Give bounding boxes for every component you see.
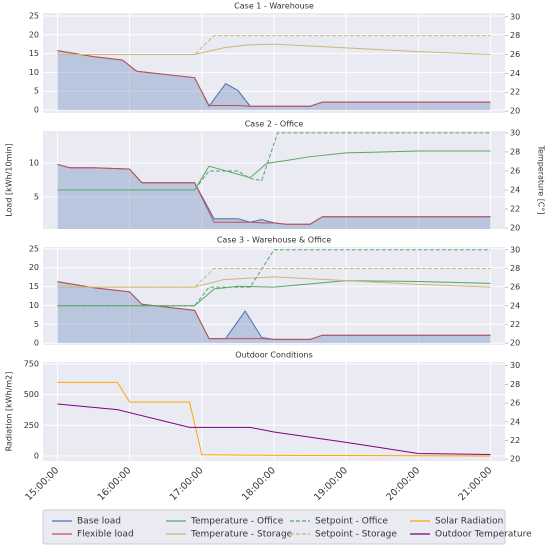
y-tick-label: 250 — [24, 421, 39, 430]
series-line — [57, 43, 491, 56]
y2-tick-label: 26 — [510, 399, 520, 408]
x-tick-label: 17:00:00 — [168, 465, 206, 503]
series-line — [57, 403, 491, 455]
panel-title: Case 3 - Warehouse & Office — [217, 236, 331, 245]
y2-tick-label: 30 — [510, 361, 520, 370]
legend-label: Solar Radiation — [435, 517, 503, 527]
series-line — [57, 50, 491, 107]
panel-title: Case 2 - Office — [245, 120, 304, 129]
y-tick-label: 20 — [29, 263, 39, 272]
legend-label: Setpoint - Office — [315, 517, 388, 527]
legend-box — [42, 509, 506, 545]
y2-tick-label: 24 — [510, 301, 520, 310]
y-axis-label: Radiation [kWh/m2] — [5, 372, 14, 452]
y-tick-label: 5 — [34, 320, 39, 329]
legend-label: Base load — [77, 517, 121, 527]
y-tick-label: 25 — [29, 244, 39, 253]
series-line — [57, 150, 491, 191]
series-line — [57, 163, 491, 225]
y-tick-label: 500 — [24, 390, 39, 399]
panel-title: Case 1 - Warehouse — [234, 2, 314, 11]
x-tick-label: 15:00:00 — [23, 465, 61, 503]
series-line — [57, 381, 491, 457]
y2-tick-label: 22 — [510, 320, 520, 329]
y-tick-label: 25 — [29, 12, 39, 21]
y2-tick-label: 20 — [510, 339, 520, 348]
y2-tick-label: 30 — [510, 245, 520, 254]
area — [57, 164, 491, 229]
y-tick-label: 15 — [29, 282, 39, 291]
y2-tick-label: 24 — [510, 69, 520, 78]
y-tick-label: 0 — [34, 339, 39, 348]
series-line — [57, 276, 491, 288]
y2-tick-label: 28 — [510, 380, 520, 389]
y2-tick-label: 22 — [510, 88, 520, 97]
legend-label: Flexible load — [77, 530, 134, 540]
y-tick-label: 10 — [29, 68, 39, 77]
y2-tick-label: 22 — [510, 205, 520, 214]
y2-tick-label: 28 — [510, 264, 520, 273]
series-line — [57, 249, 491, 307]
y2-tick-label: 26 — [510, 50, 520, 59]
y2-tick-label: 20 — [510, 455, 520, 464]
x-tick-label: 21:00:00 — [456, 465, 494, 503]
x-tick-label: 18:00:00 — [240, 465, 278, 503]
series-line — [57, 281, 491, 340]
panel-title: Outdoor Conditions — [235, 351, 313, 360]
y-tick-label: 10 — [29, 158, 39, 167]
y2-tick-label: 24 — [510, 185, 520, 194]
legend-label: Temperature - Storage — [190, 530, 293, 540]
legend-label: Setpoint - Storage — [315, 530, 397, 540]
y2-tick-label: 20 — [510, 107, 520, 116]
y2-tick-label: 26 — [510, 166, 520, 175]
y-tick-label: 0 — [34, 451, 39, 460]
y2-tick-label: 26 — [510, 283, 520, 292]
y2-tick-label: 24 — [510, 417, 520, 426]
series-line — [57, 35, 491, 56]
series-line — [57, 267, 491, 288]
y2-tick-label: 30 — [510, 128, 520, 137]
y2-axis-label: Temperature [C°] — [537, 144, 546, 214]
x-tick-label: 20:00:00 — [384, 465, 422, 503]
y-tick-label: 5 — [34, 87, 39, 96]
area — [57, 281, 491, 344]
y-tick-label: 0 — [34, 105, 39, 114]
series-line — [57, 132, 491, 191]
y-tick-label: 15 — [29, 49, 39, 58]
y-tick-label: 20 — [29, 30, 39, 39]
y2-tick-label: 22 — [510, 436, 520, 445]
series-line — [57, 280, 491, 307]
area — [57, 50, 491, 110]
legend-label: Temperature - Office — [190, 517, 284, 527]
y2-tick-label: 28 — [510, 31, 520, 40]
y-tick-label: 10 — [29, 301, 39, 310]
x-tick-label: 16:00:00 — [96, 465, 134, 503]
legend-label: Outdoor Temperature — [435, 530, 532, 540]
y2-tick-label: 30 — [510, 12, 520, 21]
y-tick-label: 5 — [34, 193, 39, 202]
y2-tick-label: 20 — [510, 224, 520, 233]
y2-tick-label: 28 — [510, 147, 520, 156]
x-tick-label: 19:00:00 — [312, 465, 350, 503]
y-tick-label: 750 — [24, 359, 39, 368]
y-axis-label: Load [kWh/10min] — [5, 143, 14, 217]
